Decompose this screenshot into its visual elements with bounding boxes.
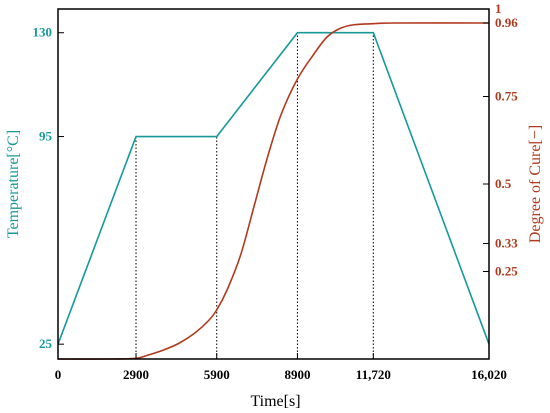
right-tick-label: 0.5	[495, 176, 512, 191]
right-tick-label: 0.33	[495, 236, 518, 251]
series-group	[57, 22, 490, 360]
temperature-line	[57, 31, 490, 345]
x-tick-label: 8900	[284, 367, 310, 382]
plot-frame	[57, 8, 490, 360]
x-axis-title: Time[s]	[250, 393, 300, 410]
reference-lines	[135, 32, 374, 359]
left-axis-ticks: 25 95 130	[33, 25, 64, 351]
left-tick-label: 95	[39, 129, 53, 144]
cure-degree-line	[57, 22, 490, 360]
x-tick-label: 0	[55, 367, 62, 382]
left-tick-label: 25	[39, 336, 53, 351]
right-axis-title: Degree of Cure[−]	[527, 125, 544, 243]
right-tick-label: 0.75	[495, 89, 518, 104]
right-tick-label: 0.96	[495, 15, 518, 30]
x-tick-label: 11,720	[356, 367, 391, 382]
x-tick-label: 2900	[123, 367, 149, 382]
right-axis-ticks: 0.25 0.33 0.5 0.75 0.961	[483, 1, 518, 279]
left-tick-label: 130	[33, 25, 53, 40]
right-tick-label: 0.25	[495, 264, 518, 279]
left-axis-title: Temperature[°C]	[5, 130, 22, 238]
x-tick-label: 5900	[204, 367, 230, 382]
right-tick-label: 1	[495, 1, 502, 16]
x-axis-ticks: 0 2900 5900 8900 11,720 16,020	[55, 353, 507, 382]
x-tick-label: 16,020	[471, 367, 507, 382]
